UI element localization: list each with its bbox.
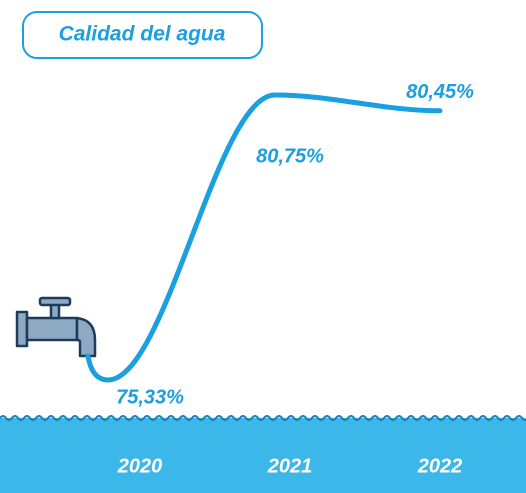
data-label: 75,33%	[116, 386, 184, 408]
x-tick-label: 2022	[417, 455, 463, 477]
faucet	[17, 298, 95, 356]
data-label: 80,45%	[406, 81, 474, 103]
faucet-handle	[40, 298, 70, 305]
x-tick-label: 2020	[117, 455, 163, 477]
faucet-base	[17, 312, 27, 346]
faucet-body	[27, 318, 77, 340]
x-tick-label: 2021	[267, 455, 313, 477]
data-line	[108, 95, 440, 380]
chart-title: Calidad del agua	[59, 23, 226, 46]
data-label: 80,75%	[256, 145, 324, 167]
faucet-spout	[77, 318, 95, 356]
stream	[88, 356, 108, 380]
chart: Calidad del agua 75,33% 80,75% 80,45% 2020 2…	[0, 0, 526, 493]
